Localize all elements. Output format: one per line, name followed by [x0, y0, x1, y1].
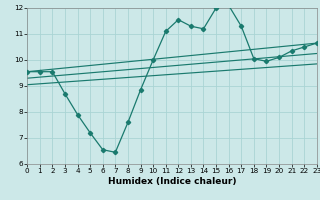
- X-axis label: Humidex (Indice chaleur): Humidex (Indice chaleur): [108, 177, 236, 186]
